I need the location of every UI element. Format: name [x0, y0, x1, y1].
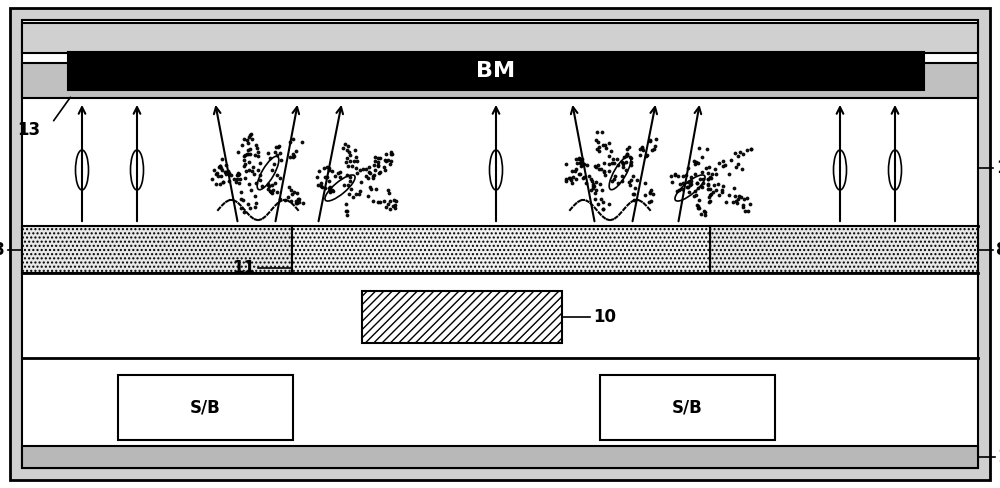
- Text: 12: 12: [996, 159, 1000, 177]
- Text: S/B: S/B: [672, 399, 702, 417]
- Bar: [292, 226, 710, 273]
- Ellipse shape: [834, 150, 846, 190]
- Text: S/B: S/B: [190, 399, 220, 417]
- Bar: [22, 23, 978, 53]
- Ellipse shape: [76, 150, 88, 190]
- Text: 8: 8: [996, 241, 1000, 259]
- Text: 11: 11: [232, 259, 255, 277]
- Bar: [22, 226, 292, 273]
- Ellipse shape: [130, 150, 144, 190]
- Ellipse shape: [675, 175, 705, 201]
- Bar: [22, 63, 978, 98]
- Bar: [600, 375, 775, 440]
- Ellipse shape: [257, 156, 279, 190]
- Text: 8: 8: [0, 241, 5, 259]
- Text: 13: 13: [17, 121, 40, 139]
- Bar: [22, 446, 978, 468]
- Bar: [710, 226, 978, 273]
- Text: 10: 10: [593, 308, 616, 326]
- Bar: [68, 52, 924, 90]
- Text: 1: 1: [997, 448, 1000, 466]
- Ellipse shape: [490, 150, 503, 190]
- Bar: [362, 291, 562, 343]
- Ellipse shape: [609, 156, 631, 190]
- Ellipse shape: [889, 150, 902, 190]
- Ellipse shape: [325, 175, 355, 201]
- Bar: [118, 375, 293, 440]
- Text: BM: BM: [476, 61, 516, 81]
